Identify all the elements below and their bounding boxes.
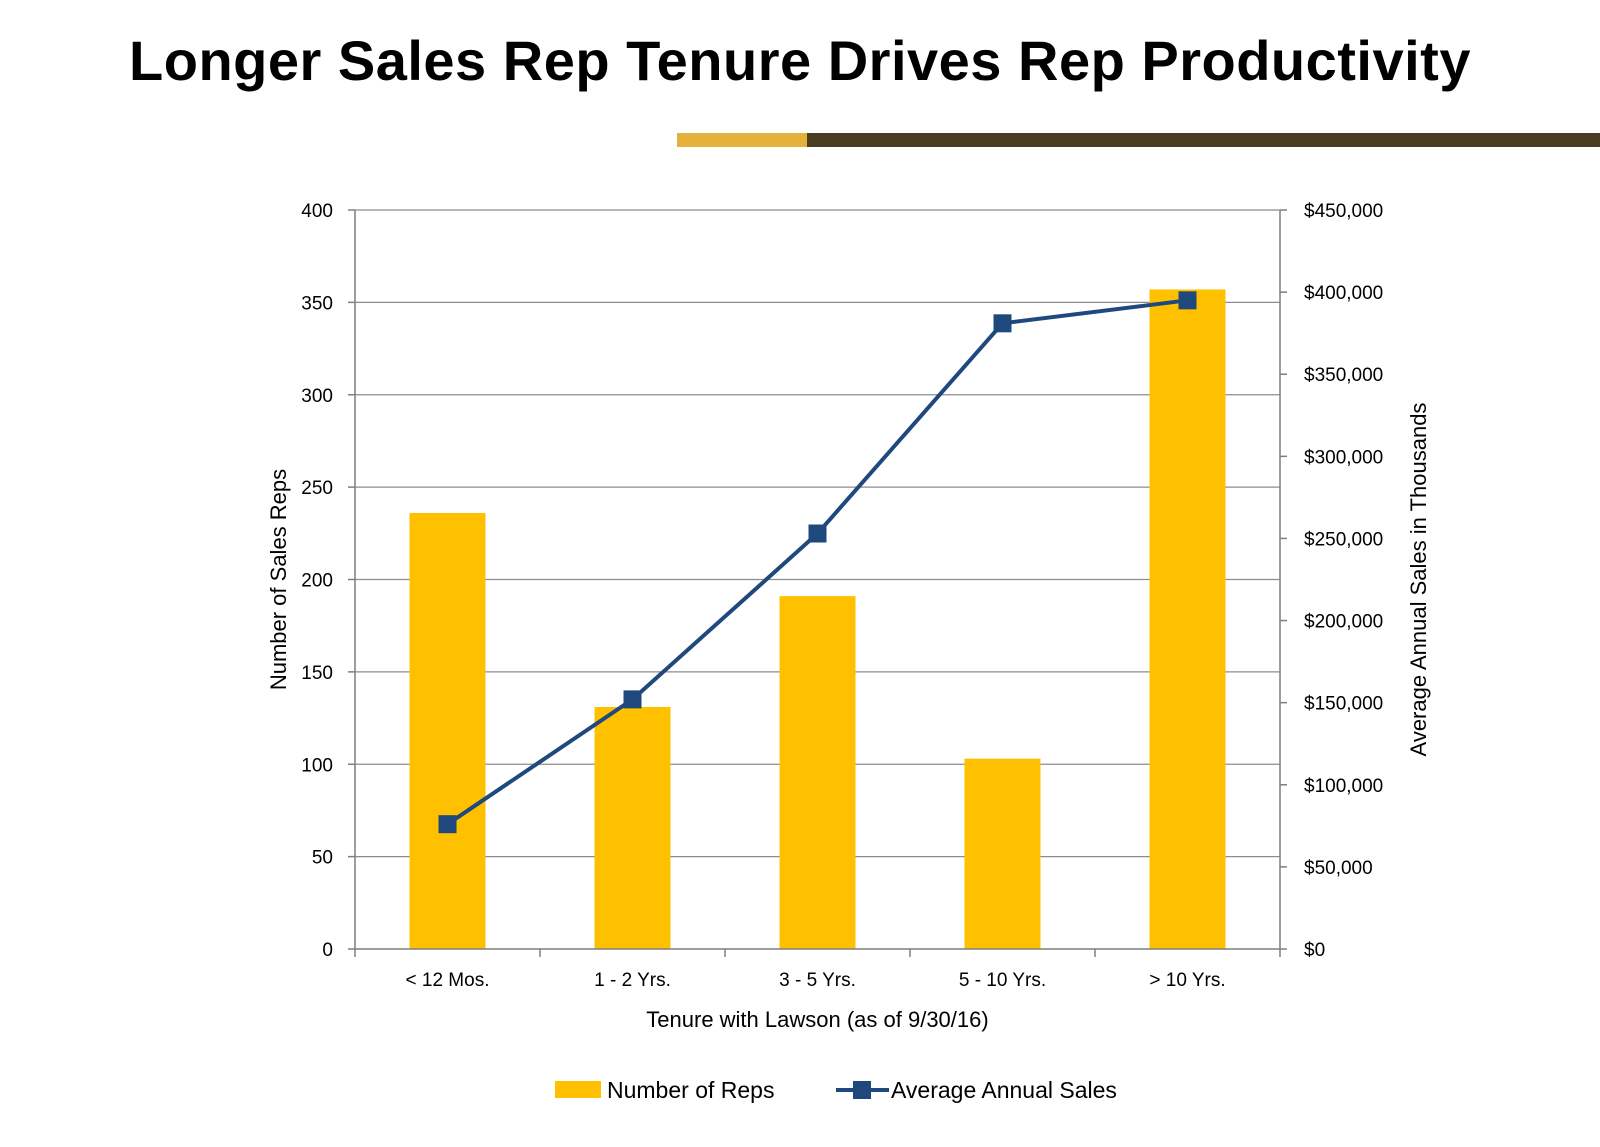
x-tick-label: < 12 Mos. — [406, 970, 490, 991]
accent-bar-dark — [807, 133, 1600, 147]
bar-3 — [964, 758, 1041, 949]
left-axis-ticks: 0 50 100 150 200 250 300 350 400 — [301, 201, 355, 961]
line-point-1 — [623, 690, 642, 709]
x-tick-label: 3 - 5 Yrs. — [779, 970, 856, 991]
legend-swatch-number-of-reps — [555, 1081, 601, 1098]
gridlines — [355, 209, 1280, 858]
bar-1 — [594, 706, 671, 949]
right-axis-ticks: $0 $50,000 $100,000 $150,000 $200,000 $250,00… — [1280, 201, 1383, 961]
y2-axis-title: Average Annual Sales in Thousands — [1406, 403, 1431, 757]
y2-tick-label: $0 — [1304, 940, 1325, 961]
line-point-0 — [438, 815, 457, 834]
page-title: Longer Sales Rep Tenure Drives Rep Produ… — [129, 29, 1471, 92]
x-axis-title: Tenure with Lawson (as of 9/30/16) — [646, 1007, 988, 1032]
y2-tick-label: $150,000 — [1304, 694, 1383, 715]
legend: Number of Reps Average Annual Sales — [555, 1077, 1117, 1103]
y-tick-label: 350 — [301, 293, 333, 314]
x-tick-label: 5 - 10 Yrs. — [959, 970, 1046, 991]
bar-0 — [409, 512, 486, 949]
x-axis-ticks: < 12 Mos. 1 - 2 Yrs. 3 - 5 Yrs. 5 - 10 Yrs.… — [354, 949, 1281, 991]
y2-tick-label: $50,000 — [1304, 858, 1373, 879]
x-tick-label: 1 - 2 Yrs. — [594, 970, 671, 991]
y2-tick-label: $250,000 — [1304, 529, 1383, 550]
x-tick-label: > 10 Yrs. — [1149, 970, 1225, 991]
y-tick-label: 150 — [301, 663, 333, 684]
y-tick-label: 300 — [301, 386, 333, 407]
bar-4 — [1149, 289, 1226, 949]
y2-tick-label: $100,000 — [1304, 776, 1383, 797]
legend-label-average-annual-sales: Average Annual Sales — [891, 1077, 1117, 1103]
line-point-3 — [993, 314, 1012, 333]
line-point-4 — [1178, 291, 1197, 310]
legend-label-number-of-reps: Number of Reps — [607, 1077, 774, 1103]
line-point-2 — [808, 524, 827, 543]
y2-tick-label: $300,000 — [1304, 447, 1383, 468]
y-tick-label: 400 — [301, 201, 333, 222]
line-series — [438, 291, 1197, 834]
bar-series — [409, 289, 1226, 949]
y-tick-label: 100 — [301, 755, 333, 776]
legend-swatch-marker-average-annual-sales — [853, 1081, 871, 1099]
y-tick-label: 200 — [301, 571, 333, 592]
y-tick-label: 0 — [322, 940, 333, 961]
bar-2 — [779, 596, 856, 949]
y2-tick-label: $450,000 — [1304, 201, 1383, 222]
y-tick-label: 50 — [312, 848, 333, 869]
y2-tick-label: $200,000 — [1304, 612, 1383, 633]
y2-tick-label: $350,000 — [1304, 365, 1383, 386]
y-axis-title: Number of Sales Reps — [266, 469, 291, 690]
accent-bar-gold — [677, 133, 807, 147]
y2-tick-label: $400,000 — [1304, 283, 1383, 304]
y-tick-label: 250 — [301, 478, 333, 499]
